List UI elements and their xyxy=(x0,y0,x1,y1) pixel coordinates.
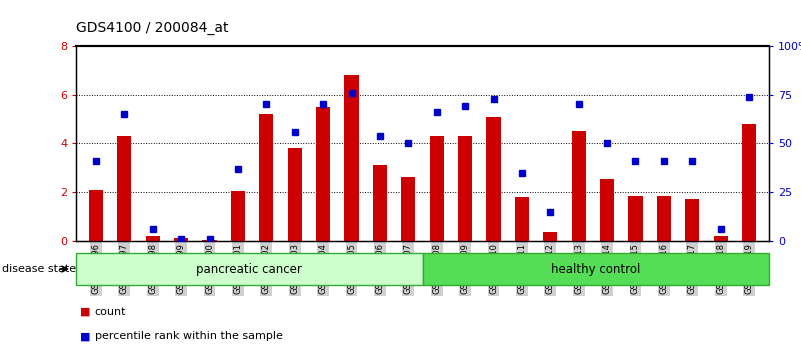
Bar xyxy=(344,75,359,241)
Text: ■: ■ xyxy=(80,307,91,316)
Bar xyxy=(657,196,671,241)
Bar xyxy=(714,236,728,241)
Bar xyxy=(203,240,216,241)
Bar xyxy=(117,136,131,241)
Text: healthy control: healthy control xyxy=(551,263,641,275)
Bar xyxy=(486,116,501,241)
Bar xyxy=(422,253,769,285)
Bar xyxy=(458,136,473,241)
Bar xyxy=(316,107,330,241)
Bar xyxy=(742,124,756,241)
Bar xyxy=(76,253,422,285)
Bar xyxy=(231,191,245,241)
Bar xyxy=(89,190,103,241)
Bar xyxy=(429,136,444,241)
Bar xyxy=(401,177,416,241)
Bar xyxy=(174,238,188,241)
Bar xyxy=(629,196,642,241)
Text: percentile rank within the sample: percentile rank within the sample xyxy=(95,331,283,341)
Bar xyxy=(372,165,387,241)
Bar xyxy=(146,236,160,241)
Bar xyxy=(288,148,302,241)
Bar xyxy=(685,199,699,241)
Text: disease state: disease state xyxy=(2,264,77,274)
Text: ■: ■ xyxy=(80,331,91,341)
Text: GDS4100 / 200084_at: GDS4100 / 200084_at xyxy=(76,21,228,35)
Text: count: count xyxy=(95,307,126,316)
Bar xyxy=(572,131,586,241)
Text: pancreatic cancer: pancreatic cancer xyxy=(196,263,302,275)
Bar xyxy=(515,197,529,241)
Bar xyxy=(600,179,614,241)
Bar xyxy=(260,114,273,241)
Bar xyxy=(543,232,557,241)
